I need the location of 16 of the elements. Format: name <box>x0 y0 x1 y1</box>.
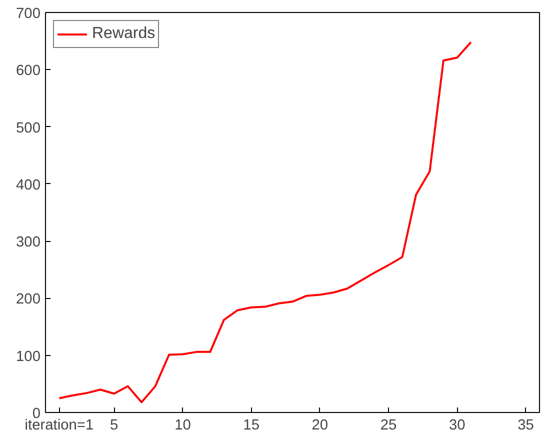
y-tick-label: 500 <box>16 120 41 136</box>
y-tick-label: 700 <box>16 6 41 22</box>
x-tick-label: 15 <box>243 418 260 434</box>
y-tick-label: 400 <box>16 177 41 194</box>
legend-label: Rewards <box>92 25 156 43</box>
x-tick-label: 5 <box>110 418 118 434</box>
y-tick-label: 600 <box>16 63 41 80</box>
y-tick-label: 300 <box>16 234 41 251</box>
x-tick-label: 10 <box>174 418 191 434</box>
line-series <box>58 41 472 404</box>
y-tick-label: 100 <box>16 348 41 365</box>
x-tick-label: 35 <box>518 418 534 434</box>
y-tick-label: 200 <box>16 292 41 308</box>
x-tick-label: 25 <box>380 418 397 434</box>
x-tick-label: 20 <box>312 418 328 434</box>
x-tick-label: 30 <box>449 418 466 434</box>
